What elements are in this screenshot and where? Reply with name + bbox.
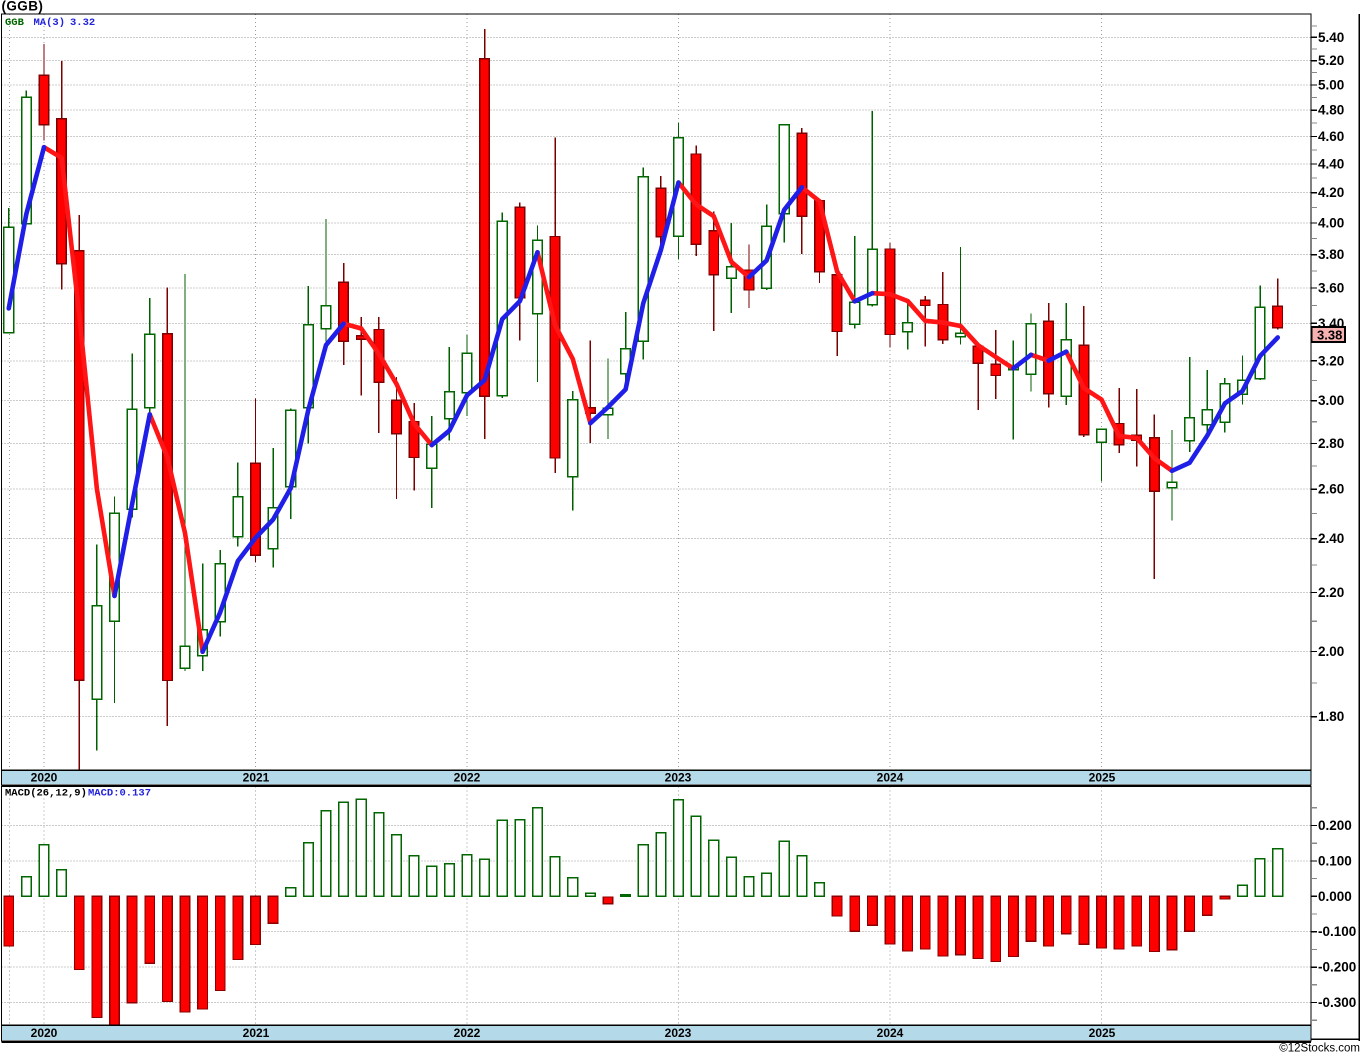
- svg-text:2020: 2020: [31, 1026, 58, 1040]
- svg-text:3.38: 3.38: [1317, 328, 1342, 343]
- svg-text:2.80: 2.80: [1318, 436, 1344, 451]
- svg-text:0.000: 0.000: [1318, 889, 1352, 904]
- svg-text:-0.200: -0.200: [1318, 960, 1356, 975]
- svg-text:2025: 2025: [1089, 771, 1116, 785]
- svg-text:5.20: 5.20: [1318, 53, 1344, 68]
- svg-text:3.80: 3.80: [1318, 247, 1344, 262]
- svg-text:2024: 2024: [877, 771, 904, 785]
- svg-text:4.60: 4.60: [1318, 129, 1344, 144]
- svg-text:(GGB): (GGB): [2, 0, 44, 14]
- svg-text:2.00: 2.00: [1318, 644, 1344, 659]
- svg-text:3.20: 3.20: [1318, 353, 1344, 368]
- svg-text:3.00: 3.00: [1318, 393, 1344, 408]
- svg-text:0.100: 0.100: [1318, 853, 1352, 868]
- svg-text:4.40: 4.40: [1318, 156, 1344, 171]
- svg-text:2021: 2021: [243, 1026, 270, 1040]
- svg-text:4.20: 4.20: [1318, 185, 1344, 200]
- svg-text:5.00: 5.00: [1318, 77, 1344, 92]
- svg-text:MACD:0.137: MACD:0.137: [88, 788, 151, 800]
- svg-text:2.40: 2.40: [1318, 531, 1344, 546]
- svg-text:-0.300: -0.300: [1318, 995, 1356, 1010]
- svg-text:5.40: 5.40: [1318, 30, 1344, 45]
- svg-text:2023: 2023: [665, 1026, 692, 1040]
- svg-text:2025: 2025: [1089, 1026, 1116, 1040]
- svg-text:1.80: 1.80: [1318, 709, 1344, 724]
- svg-text:2024: 2024: [877, 1026, 904, 1040]
- svg-text:2.20: 2.20: [1318, 585, 1344, 600]
- svg-text:MACD(26,12,9): MACD(26,12,9): [5, 788, 87, 800]
- svg-text:2022: 2022: [454, 771, 481, 785]
- svg-text:4.80: 4.80: [1318, 103, 1344, 118]
- svg-text:0.200: 0.200: [1318, 818, 1352, 833]
- svg-text:2020: 2020: [31, 771, 58, 785]
- svg-text:3.60: 3.60: [1318, 281, 1344, 296]
- svg-text:4.00: 4.00: [1318, 215, 1344, 230]
- svg-text:-0.100: -0.100: [1318, 924, 1356, 939]
- svg-text:©12Stocks.com: ©12Stocks.com: [1279, 1043, 1360, 1055]
- svg-text:2.60: 2.60: [1318, 482, 1344, 497]
- svg-text:2021: 2021: [243, 771, 270, 785]
- svg-text:2022: 2022: [454, 1026, 481, 1040]
- svg-text:2023: 2023: [665, 771, 692, 785]
